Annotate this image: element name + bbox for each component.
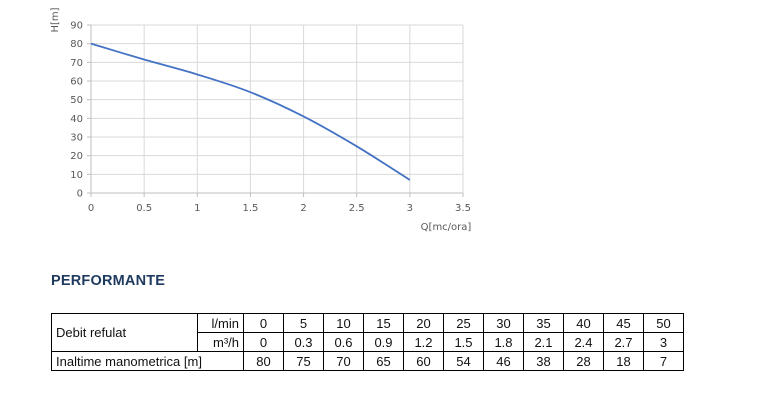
x-tick-label: 3.5 — [455, 203, 471, 214]
series-layer — [90, 42, 411, 181]
table-cell: 2.4 — [563, 332, 604, 352]
table-cell: 15 — [363, 313, 404, 333]
section-title: PERFORMANTE — [51, 273, 166, 289]
table-cell: 45 — [603, 313, 644, 333]
table-cell: 40 — [563, 313, 604, 333]
table-cell: 28 — [563, 351, 604, 371]
x-tick-label: 0 — [88, 203, 94, 214]
table-cell: 46 — [483, 351, 524, 371]
table-cell: 0.9 — [363, 332, 404, 352]
table-cell: 2.7 — [603, 332, 644, 352]
table-row: Debit refulat l/min 0 5 10 15 20 25 30 35 40 45 50 — [51, 313, 684, 352]
series-line — [90, 42, 411, 181]
table-cell: 1.8 — [483, 332, 524, 352]
y-tick-label: 90 — [70, 21, 83, 32]
table-cell: 1.5 — [443, 332, 484, 352]
pump-curve-chart: 0 10 20 30 40 50 60 70 80 90 0 0.5 1 1.5 2 2.5 3 3.5 H[m… — [50, 7, 472, 233]
flow-unit-m3h: m³/h — [197, 332, 244, 352]
y-tick-label: 10 — [70, 170, 83, 181]
performance-table: Debit refulat l/min 0 5 10 15 20 25 30 35 40 45 50 m³… — [51, 313, 684, 371]
table-cell: 54 — [443, 351, 484, 371]
y-tick-label: 20 — [70, 151, 83, 162]
table-cell: 30 — [483, 313, 524, 333]
x-tick-label: 2 — [300, 203, 306, 214]
y-tick-label: 60 — [70, 77, 83, 88]
y-axis-ticks: 0 10 20 30 40 50 60 70 80 90 — [70, 21, 91, 200]
x-tick-label: 1 — [194, 203, 200, 214]
flow-unit-lpm: l/min — [197, 313, 244, 333]
table-cell: 0.3 — [283, 332, 324, 352]
y-tick-label: 70 — [70, 58, 83, 69]
chart-grid — [90, 24, 464, 194]
x-tick-label: 0.5 — [136, 203, 152, 214]
table-cell: 0.6 — [323, 332, 364, 352]
x-axis-label: Q[mc/ora] — [421, 222, 472, 233]
y-tick-label: 50 — [70, 95, 83, 106]
x-tick-label: 2.5 — [349, 203, 365, 214]
table-cell: 0 — [243, 313, 284, 333]
table-cell: 50 — [643, 313, 684, 333]
table-cell: 0 — [243, 332, 284, 352]
table-cell: 65 — [363, 351, 404, 371]
flow-label: Debit refulat — [51, 313, 198, 352]
x-tick-label: 3 — [407, 203, 413, 214]
table-cell: 60 — [403, 351, 444, 371]
y-axis-label: H[m] — [50, 7, 61, 32]
table-cell: 5 — [283, 313, 324, 333]
table-cell: 20 — [403, 313, 444, 333]
table-cell: 80 — [243, 351, 284, 371]
table-row: Inaltime manometrica [m] 80 75 70 65 60 54 46 38… — [51, 351, 684, 371]
table-cell: 3 — [643, 332, 684, 352]
table-cell: 70 — [323, 351, 364, 371]
table-cell: 35 — [523, 313, 564, 333]
table-cell: 1.2 — [403, 332, 444, 352]
table-cell: 38 — [523, 351, 564, 371]
x-axis-ticks: 0 0.5 1 1.5 2 2.5 3 3.5 — [88, 193, 471, 214]
table-cell: 7 — [643, 351, 684, 371]
x-tick-label: 1.5 — [242, 203, 258, 214]
y-tick-label: 80 — [70, 39, 83, 50]
y-tick-label: 40 — [70, 114, 83, 125]
y-tick-label: 30 — [70, 133, 83, 144]
head-label: Inaltime manometrica [m] — [51, 351, 244, 371]
y-tick-label: 0 — [77, 189, 83, 200]
table-cell: 18 — [603, 351, 644, 371]
table-cell: 25 — [443, 313, 484, 333]
table-cell: 75 — [283, 351, 324, 371]
table-cell: 10 — [323, 313, 364, 333]
table-cell: 2.1 — [523, 332, 564, 352]
